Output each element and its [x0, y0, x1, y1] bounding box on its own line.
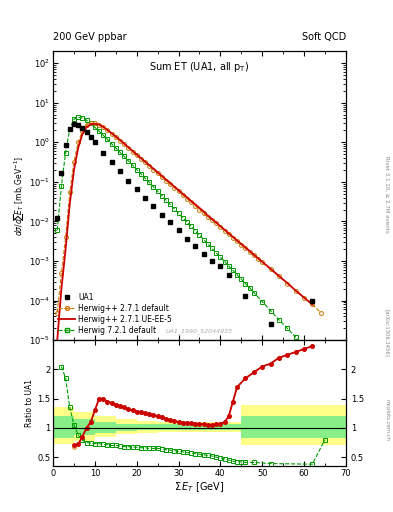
Y-axis label: $d\sigma/d\!\sum\!E_T\ [\mathrm{mb,GeV}^{-1}]$: $d\sigma/d\!\sum\!E_T\ [\mathrm{mb,GeV}^… — [12, 156, 26, 236]
Text: [arXiv:1306.3456]: [arXiv:1306.3456] — [385, 309, 389, 357]
Text: 200 GeV ppbar: 200 GeV ppbar — [53, 32, 127, 42]
Text: Sum ET (UA1, all $\mathrm{p_T}$): Sum ET (UA1, all $\mathrm{p_T}$) — [149, 60, 250, 74]
Text: mcplots.cern.ch: mcplots.cern.ch — [385, 399, 389, 441]
Y-axis label: Ratio to UA1: Ratio to UA1 — [26, 379, 34, 427]
Text: Soft QCD: Soft QCD — [301, 32, 346, 42]
Text: Rivet 3.1.10, ≥ 2.7M events: Rivet 3.1.10, ≥ 2.7M events — [385, 156, 389, 233]
X-axis label: $\Sigma\,E_T$ [GeV]: $\Sigma\,E_T$ [GeV] — [174, 480, 225, 494]
Text: UA1_1990_S2044935: UA1_1990_S2044935 — [166, 329, 233, 334]
Legend: UA1, Herwig++ 2.7.1 default, Herwig++ 2.7.1 UE-EE-5, Herwig 7.2.1 default: UA1, Herwig++ 2.7.1 default, Herwig++ 2.… — [57, 292, 174, 336]
